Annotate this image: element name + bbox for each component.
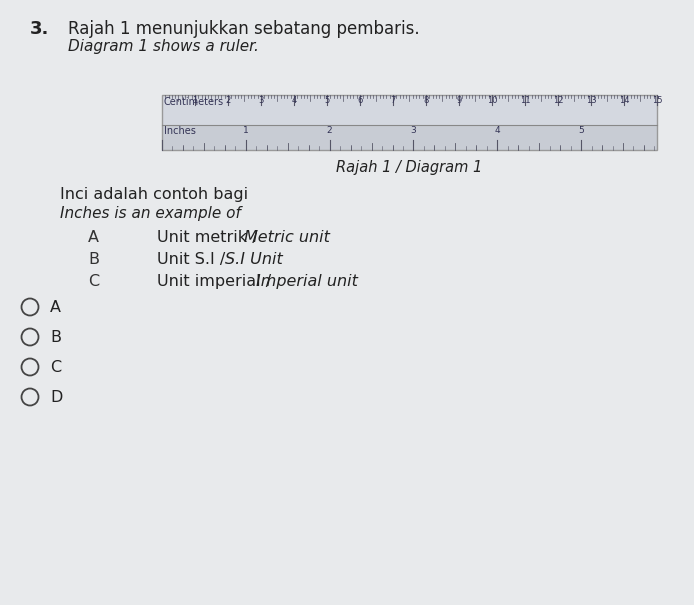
Bar xyxy=(162,95,657,125)
Text: 7: 7 xyxy=(390,96,396,105)
Text: 3: 3 xyxy=(411,126,416,136)
Text: D: D xyxy=(50,390,62,405)
Circle shape xyxy=(22,388,38,405)
Text: Unit metrik /: Unit metrik / xyxy=(157,230,263,245)
Text: 9: 9 xyxy=(457,96,462,105)
Circle shape xyxy=(22,359,38,376)
Text: 15: 15 xyxy=(652,96,662,105)
Text: 14: 14 xyxy=(619,96,629,105)
Text: 10: 10 xyxy=(486,96,497,105)
Text: 8: 8 xyxy=(423,96,429,105)
Text: 3: 3 xyxy=(258,96,264,105)
Text: 4: 4 xyxy=(494,126,500,136)
Text: 11: 11 xyxy=(520,96,530,105)
Text: Unit imperial /: Unit imperial / xyxy=(157,274,276,289)
Text: Inci adalah contoh bagi: Inci adalah contoh bagi xyxy=(60,187,248,202)
Text: Unit S.I /: Unit S.I / xyxy=(157,252,230,267)
Text: C: C xyxy=(50,359,61,374)
Text: 3.: 3. xyxy=(30,20,49,38)
Circle shape xyxy=(22,298,38,315)
Text: S.I Unit: S.I Unit xyxy=(225,252,283,267)
Text: C: C xyxy=(88,274,99,289)
Text: 5: 5 xyxy=(578,126,584,136)
Text: Inches is an example of: Inches is an example of xyxy=(60,206,241,221)
Text: 12: 12 xyxy=(552,96,564,105)
Text: 4: 4 xyxy=(291,96,296,105)
Text: Rajah 1 menunjukkan sebatang pembaris.: Rajah 1 menunjukkan sebatang pembaris. xyxy=(68,20,420,38)
Text: Rajah 1 / Diagram 1: Rajah 1 / Diagram 1 xyxy=(337,160,482,175)
Text: Diagram 1 shows a ruler.: Diagram 1 shows a ruler. xyxy=(68,39,259,54)
Text: 2: 2 xyxy=(327,126,332,136)
Text: Metric unit: Metric unit xyxy=(244,230,330,245)
Text: 5: 5 xyxy=(324,96,330,105)
Text: Imperial unit: Imperial unit xyxy=(256,274,358,289)
Text: 13: 13 xyxy=(586,96,596,105)
Bar xyxy=(162,125,657,150)
Text: 1: 1 xyxy=(243,126,248,136)
Text: A: A xyxy=(50,299,61,315)
Text: 2: 2 xyxy=(226,96,230,105)
Bar xyxy=(162,95,657,150)
Circle shape xyxy=(22,329,38,345)
Text: 6: 6 xyxy=(357,96,363,105)
Text: B: B xyxy=(88,252,99,267)
Text: Inches: Inches xyxy=(164,126,196,136)
Text: Centimeters: Centimeters xyxy=(164,97,224,107)
Text: A: A xyxy=(88,230,99,245)
Text: 1: 1 xyxy=(192,96,198,105)
Text: B: B xyxy=(50,330,61,344)
